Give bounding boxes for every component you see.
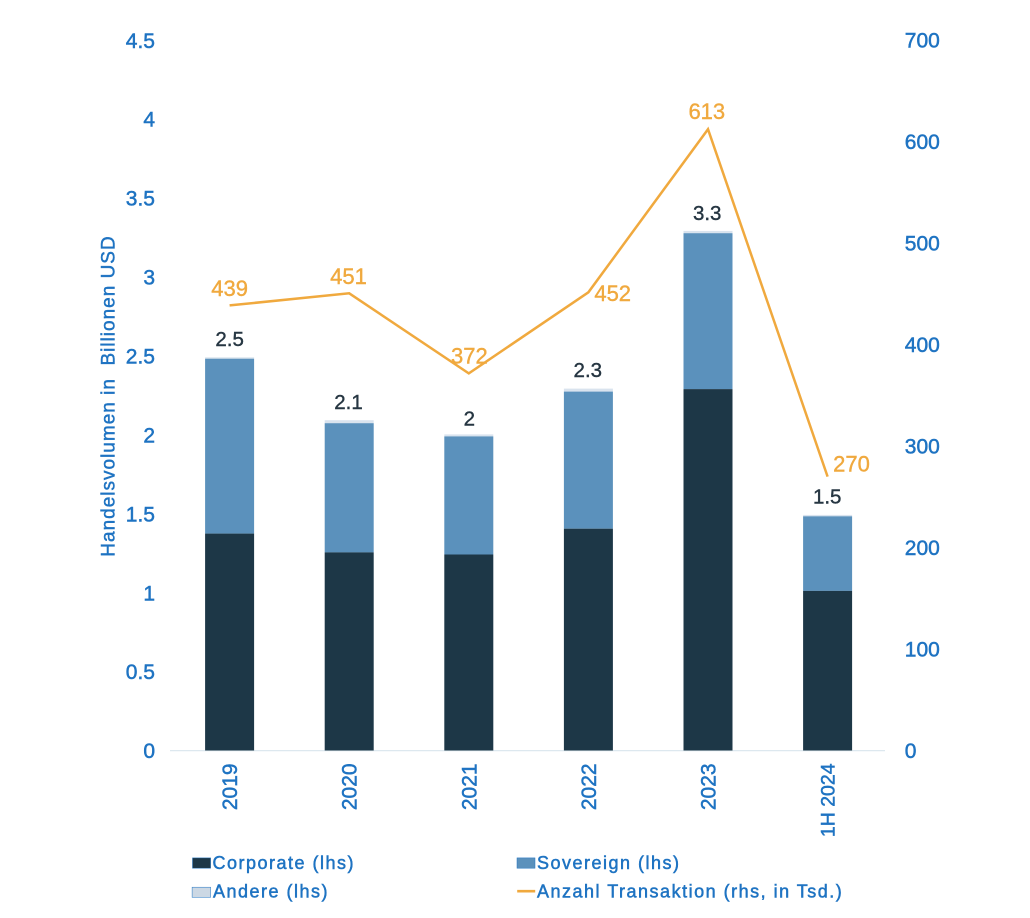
svg-text:2021: 2021 bbox=[458, 763, 481, 810]
svg-text:3.5: 3.5 bbox=[126, 188, 155, 211]
svg-text:0: 0 bbox=[143, 740, 155, 763]
svg-text:Andere (lhs): Andere (lhs) bbox=[213, 881, 329, 901]
svg-text:600: 600 bbox=[905, 131, 940, 154]
svg-text:2022: 2022 bbox=[578, 763, 601, 810]
svg-text:700: 700 bbox=[905, 30, 940, 53]
svg-text:2020: 2020 bbox=[339, 763, 362, 810]
svg-text:200: 200 bbox=[905, 537, 940, 560]
svg-text:1: 1 bbox=[143, 582, 155, 605]
svg-text:100: 100 bbox=[905, 638, 940, 661]
svg-text:372: 372 bbox=[451, 344, 488, 369]
svg-text:500: 500 bbox=[905, 233, 940, 256]
svg-text:1.5: 1.5 bbox=[126, 503, 155, 526]
svg-text:2.1: 2.1 bbox=[334, 391, 363, 414]
svg-text:0.5: 0.5 bbox=[126, 661, 155, 684]
svg-text:3.3: 3.3 bbox=[693, 202, 722, 225]
svg-text:2: 2 bbox=[143, 424, 155, 447]
svg-text:1.5: 1.5 bbox=[813, 485, 842, 508]
svg-text:Corporate (lhs): Corporate (lhs) bbox=[213, 853, 356, 873]
svg-text:Sovereign (lhs): Sovereign (lhs) bbox=[537, 853, 681, 873]
svg-text:4: 4 bbox=[143, 109, 155, 132]
svg-text:3: 3 bbox=[143, 267, 155, 290]
svg-text:2.3: 2.3 bbox=[574, 359, 603, 382]
svg-text:1H 2024: 1H 2024 bbox=[818, 763, 840, 837]
svg-text:2.5: 2.5 bbox=[126, 346, 155, 369]
svg-text:613: 613 bbox=[688, 99, 725, 124]
svg-text:2019: 2019 bbox=[219, 763, 242, 810]
svg-text:2023: 2023 bbox=[698, 763, 721, 810]
svg-text:2: 2 bbox=[464, 407, 475, 430]
svg-text:2.5: 2.5 bbox=[215, 328, 244, 351]
svg-text:452: 452 bbox=[594, 281, 631, 306]
svg-text:270: 270 bbox=[833, 451, 870, 476]
svg-text:0: 0 bbox=[905, 740, 917, 763]
svg-text:Handelsvolumen in Billionen U: Handelsvolumen in Billionen USD bbox=[99, 235, 120, 556]
svg-text:439: 439 bbox=[211, 276, 248, 301]
svg-text:451: 451 bbox=[330, 264, 367, 289]
svg-text:300: 300 bbox=[905, 436, 940, 459]
svg-text:4.5: 4.5 bbox=[126, 30, 155, 53]
svg-text:Anzahl Transaktion (rhs, in Ts: Anzahl Transaktion (rhs, in Tsd.) bbox=[537, 881, 843, 901]
svg-text:400: 400 bbox=[905, 334, 940, 357]
